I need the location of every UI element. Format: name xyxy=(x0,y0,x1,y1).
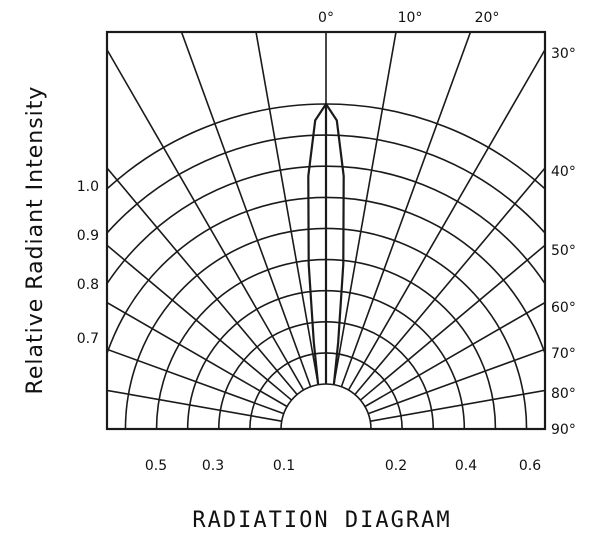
grid-radial xyxy=(107,166,298,396)
grid-radial xyxy=(107,301,288,408)
angle-tick-label: 0° xyxy=(318,10,334,26)
grid-radial xyxy=(255,32,319,385)
radiation-pattern xyxy=(307,101,345,385)
grid-radial xyxy=(354,166,545,396)
grid-radial xyxy=(359,244,545,401)
grid-radial xyxy=(107,389,282,422)
grid-radial xyxy=(347,48,545,391)
grid-radial xyxy=(107,348,284,415)
angle-tick-label: 50° xyxy=(551,243,576,259)
y-axis-label: Relative Radiant Intensity xyxy=(23,86,48,395)
intensity-tick-label: 1.0 xyxy=(77,179,99,195)
bottom-tick-label: 0.5 xyxy=(145,458,167,474)
bottom-tick-label: 0.6 xyxy=(519,458,541,474)
grid-radial xyxy=(368,348,545,415)
intensity-tick-labels: 1.0 0.9 0.8 0.7 xyxy=(77,179,99,347)
angle-tick-label: 80° xyxy=(551,386,576,402)
grid-radial xyxy=(340,32,472,387)
angle-tick-label: 10° xyxy=(398,10,423,26)
bottom-tick-label: 0.3 xyxy=(202,458,224,474)
angle-tick-labels: 0° 10° 20° 30° 40° 50° 60° 70° 80° 90° xyxy=(318,10,576,438)
intensity-tick-label: 0.8 xyxy=(77,277,99,293)
grid-radial xyxy=(364,301,545,408)
angle-tick-label: 70° xyxy=(551,346,576,362)
polar-grid xyxy=(107,32,545,429)
angle-tick-label: 90° xyxy=(551,422,576,438)
grid-radial xyxy=(333,32,397,385)
bottom-tick-label: 0.1 xyxy=(273,458,295,474)
angle-tick-label: 40° xyxy=(551,164,576,180)
intensity-tick-label: 0.7 xyxy=(77,331,99,347)
grid-radial xyxy=(107,48,305,391)
grid-radial xyxy=(370,389,545,422)
grid-radial xyxy=(107,244,293,401)
chart-title: RADIATION DIAGRAM xyxy=(192,508,451,533)
chart-frame xyxy=(105,30,547,431)
bottom-tick-label: 0.2 xyxy=(385,458,407,474)
grid-radial xyxy=(180,32,312,387)
intensity-tick-label: 0.9 xyxy=(77,228,99,244)
angle-tick-label: 30° xyxy=(551,46,576,62)
angle-tick-label: 60° xyxy=(551,300,576,316)
bottom-tick-label: 0.4 xyxy=(455,458,477,474)
angle-tick-label: 20° xyxy=(475,10,500,26)
bottom-tick-labels: 0.5 0.3 0.1 0.2 0.4 0.6 xyxy=(145,458,541,474)
